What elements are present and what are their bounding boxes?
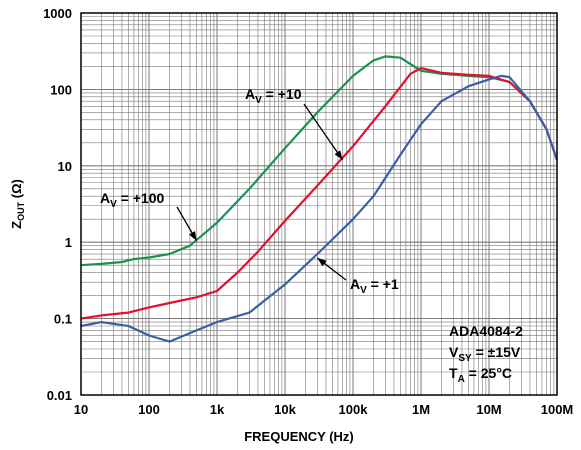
arrowhead [334,150,343,160]
y-tick-label: 0.1 [54,312,72,327]
info-temperature: TA = 25°C [449,365,512,385]
x-tick-label: 10M [476,402,501,417]
x-tick-label: 100k [339,402,369,417]
y-tick-label: 10 [58,159,72,174]
y-tick-label: 1 [65,235,72,250]
x-tick-label: 1M [412,402,430,417]
y-tick-label: 1000 [43,6,72,21]
series-label-3: AV = +1 [350,276,399,296]
info-box: ADA4084-2 VSY = ±15V TA = 25°C [449,323,523,385]
arrowhead [317,258,327,267]
arrowhead [189,231,197,241]
series-layer [80,55,559,343]
series-line-3 [80,74,559,343]
series-label-2: AV = +10 [245,86,302,106]
info-supply-voltage: VSY = ±15V [449,344,521,364]
plot-frame [80,12,558,396]
tick-labels: 10 100 1k 10k 100k 1M 10M 100M 1000 100 10 1 0.1 0.01 [43,6,573,417]
series-line-2 [80,67,559,320]
x-tick-label: 10 [74,402,88,417]
info-part-number: ADA4084-2 [449,323,523,339]
y-tick-label: 100 [50,82,72,97]
annotations: AV = +100 AV = +10 AV = +1 [100,86,399,296]
x-tick-label: 1k [210,402,225,417]
x-tick-label: 100M [541,402,574,417]
y-axis-title: ZOUT (Ω) [9,179,26,229]
x-tick-label: 10k [274,402,296,417]
x-axis-title: FREQUENCY (Hz) [244,429,354,444]
y-tick-label: 0.01 [47,388,72,403]
series-label-arrow [303,103,344,161]
x-tick-label: 100 [138,402,160,417]
series-label-1: AV = +100 [100,190,165,210]
